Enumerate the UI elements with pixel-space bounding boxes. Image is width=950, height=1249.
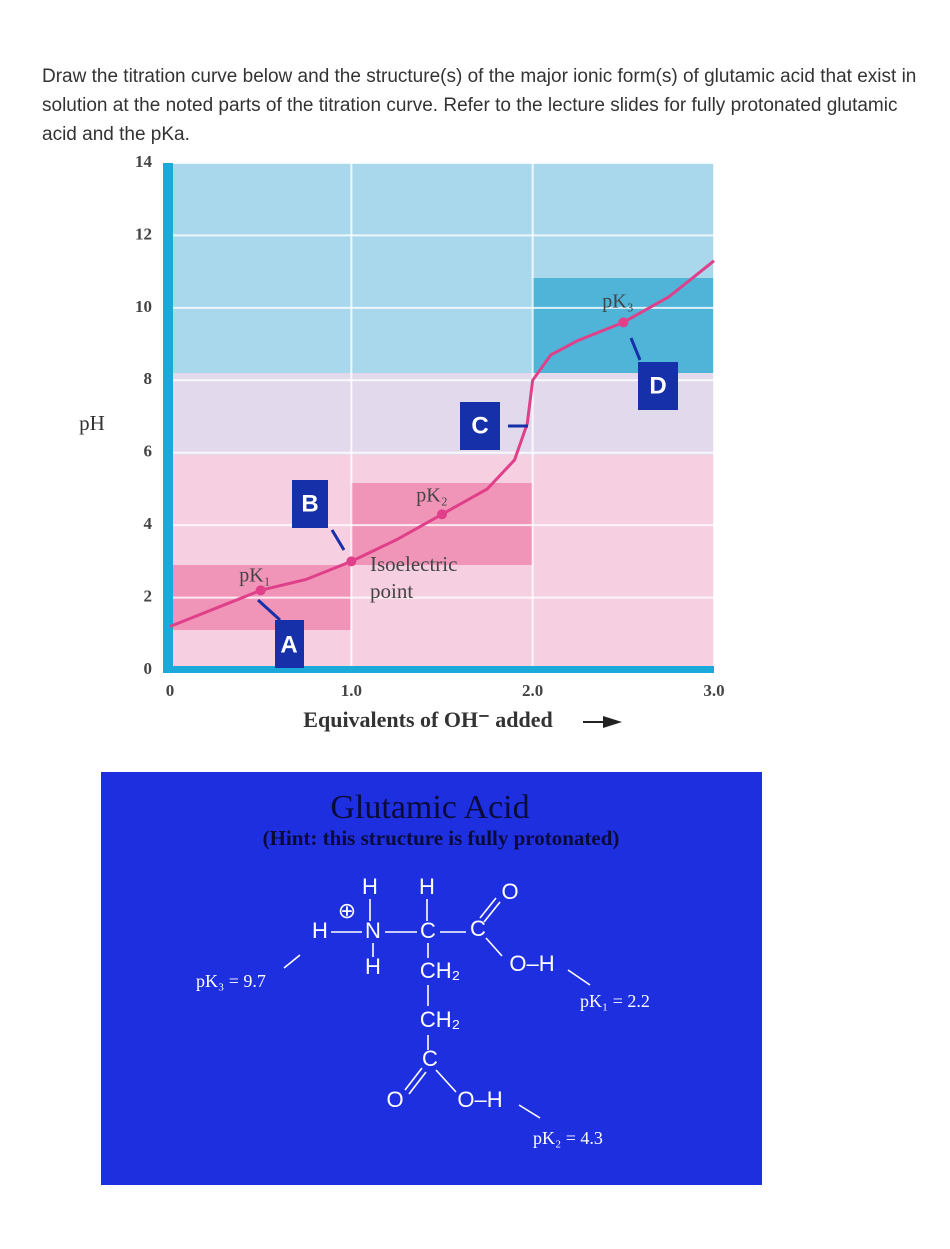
annotation: pK₁ — [239, 565, 270, 587]
atom: O — [386, 1087, 403, 1112]
annotation: Isoelectric — [370, 552, 457, 576]
question: Draw the titration curve below and the s… — [42, 66, 917, 145]
structure-hint: (Hint: this structure is fully protonate… — [263, 826, 620, 850]
annotation: A — [280, 631, 297, 658]
y-tick-label: 2 — [144, 586, 153, 605]
atom: O — [501, 879, 518, 904]
atom: N — [365, 918, 381, 943]
atom: H — [419, 874, 435, 899]
bonds — [283, 897, 591, 1119]
annotation: pK₂ — [416, 485, 447, 507]
atom: C — [422, 1046, 438, 1071]
y-tick-label: 8 — [144, 369, 153, 388]
x-tick-label: 1.0 — [341, 681, 362, 700]
curve-point — [346, 556, 357, 567]
pk-label: pK₃ = 9.7 — [196, 971, 266, 991]
x-axis-bar — [163, 666, 714, 673]
curve-point — [437, 509, 447, 520]
x-arrow-head — [603, 716, 622, 728]
y-axis-label: pH — [79, 411, 105, 435]
x-tick-label: 2.0 — [522, 681, 543, 700]
atom: CH₂ — [420, 1007, 460, 1032]
x-tick-label: 0 — [166, 681, 175, 700]
annotation: B — [301, 490, 318, 517]
structure-title: Glutamic Acid — [330, 789, 529, 826]
plot-background — [170, 163, 714, 670]
atom: O–H — [509, 951, 554, 976]
y-tick-label: 0 — [144, 659, 153, 678]
atom: H — [312, 918, 328, 943]
y-tick-label: 10 — [135, 297, 152, 316]
annotation: pK₃ — [602, 291, 633, 313]
atom: CH₂ — [420, 958, 460, 983]
curve-point — [618, 317, 629, 328]
y-axis-bar — [163, 163, 173, 673]
callouts: A B C D — [256, 337, 678, 668]
y-tick-label: 4 — [144, 514, 153, 533]
x-axis-label: Equivalents of OH⁻ added — [303, 707, 552, 732]
x-tick-label: 3.0 — [703, 681, 724, 700]
annotation: D — [649, 372, 666, 399]
atom: ⊕ — [338, 898, 356, 923]
pk-label: pK₁ = 2.2 — [580, 991, 650, 1011]
atom: C — [420, 918, 436, 943]
annotation: C — [471, 412, 488, 439]
atom: O–H — [457, 1087, 502, 1112]
structure-panel — [101, 772, 762, 1185]
titration-curve — [169, 259, 715, 628]
curve-point — [255, 585, 266, 596]
y-tick-label: 14 — [135, 152, 153, 171]
y-tick-label: 6 — [144, 442, 153, 461]
y-tick-label: 12 — [135, 224, 152, 243]
pk-label: pK₂ = 4.3 — [533, 1128, 603, 1148]
annotation: point — [370, 579, 413, 603]
atom: C — [470, 916, 486, 941]
atom: H — [365, 954, 381, 979]
atom: H — [362, 874, 378, 899]
